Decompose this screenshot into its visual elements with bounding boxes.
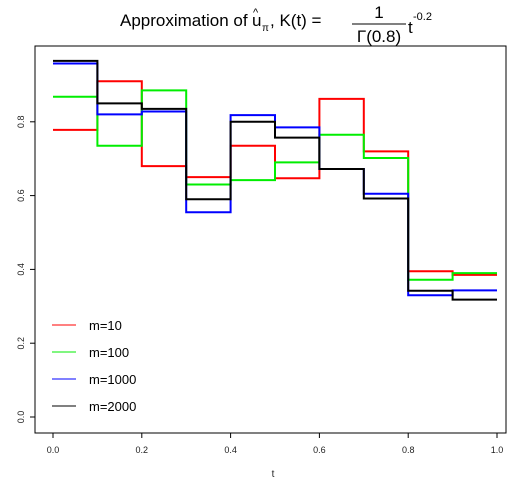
y-tick-label: 0.0 [16, 411, 26, 424]
y-tick-label: 0.8 [16, 116, 26, 129]
series-layer [53, 59, 497, 301]
y-axis: 0.0 0.2 0.4 0.6 0.8 [16, 116, 35, 424]
plot-frame [34, 45, 507, 434]
x-tick-label: 0.6 [313, 445, 326, 455]
y-tick-label: 0.6 [16, 189, 26, 202]
legend: m=10 m=100 m=1000 m=2000 [52, 318, 136, 414]
legend-label: m=100 [89, 345, 129, 360]
title-t-symbol: t [408, 18, 413, 37]
title-u-subscript: π [262, 23, 269, 34]
title-prefix: Approximation of [120, 11, 248, 30]
y-tick-label: 0.2 [16, 337, 26, 350]
legend-label: m=1000 [89, 372, 136, 387]
title-fraction-denominator: Γ(0.8) [357, 27, 401, 46]
title-middle: , K(t) = [270, 11, 326, 30]
title-fraction-numerator: 1 [374, 3, 383, 22]
legend-label: m=2000 [89, 399, 136, 414]
x-tick-label: 0.2 [136, 445, 149, 455]
chart-title: Approximation of u ^ π , K(t) = 1 Γ(0.8)… [120, 3, 432, 46]
series-line-m-2000 [53, 59, 497, 301]
title-hat: ^ [253, 7, 259, 19]
x-axis-title: t [272, 469, 275, 480]
title-u-symbol: u [252, 11, 261, 30]
x-tick-label: 0.4 [224, 445, 237, 455]
y-tick-label: 0.4 [16, 263, 26, 276]
x-tick-label: 0.0 [47, 445, 60, 455]
title-exponent: -0.2 [413, 11, 432, 23]
x-axis: 0.0 0.2 0.4 0.6 0.8 1.0 [47, 433, 504, 455]
x-tick-label: 0.8 [402, 445, 415, 455]
legend-label: m=10 [89, 318, 122, 333]
x-tick-label: 1.0 [491, 445, 504, 455]
